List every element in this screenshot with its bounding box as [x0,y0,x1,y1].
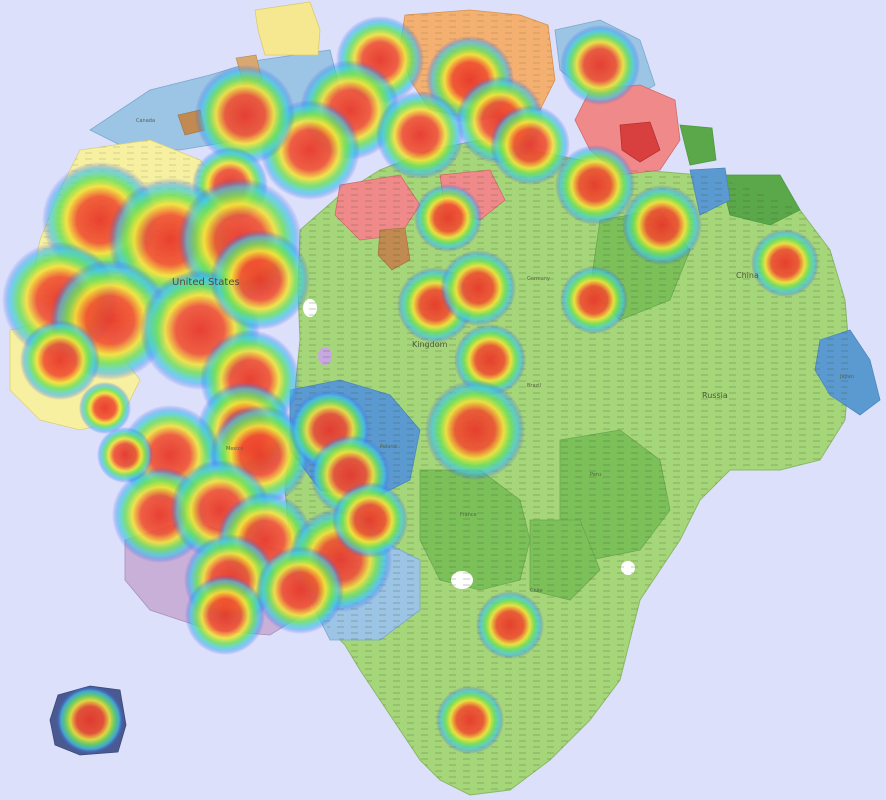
heat-blob-3 [751,229,819,297]
heat-blob-11 [490,105,570,185]
heat-blob-8 [560,25,640,105]
label-kingdom: Kingdom [412,340,448,349]
label-poland: Poland [380,444,397,450]
heat-blob-5 [414,184,482,252]
heat-blob-44 [79,382,131,434]
label-japan: Japan [839,374,854,380]
region-green-dark-6[interactable] [679,124,717,166]
heat-blob-28 [210,230,310,330]
heat-blob-6 [555,145,635,225]
label-usa: United States [172,277,240,288]
heat-blob-29 [20,320,100,400]
label-germany: Germany [527,276,550,282]
label-canada: Canada [136,118,155,124]
label-peru: Peru [590,472,601,478]
heat-blob-16 [195,65,295,165]
heat-blob-45 [97,427,153,483]
label-china: China [736,271,759,280]
heat-blob-21 [425,380,525,480]
heat-blob-43 [256,546,344,634]
region-yellow-top[interactable] [254,1,321,56]
label-mexico: Mexico [226,446,243,452]
heat-blob-14 [376,91,464,179]
heat-blob-1 [436,686,504,754]
labels-layer: United States Russia China Kingdom Brazi… [136,118,854,594]
heat-blob-20 [454,324,526,396]
heat-blob-4 [560,266,628,334]
heat-blob-42 [185,575,265,655]
label-chile: Chile [530,588,543,594]
heatmap-layer [2,16,819,754]
region-red-small[interactable] [619,121,661,163]
label-france: France [460,512,477,518]
heat-blob-7 [622,185,702,265]
label-brazil: Brazil [527,383,541,389]
heat-blob-19 [440,250,516,326]
heat-blob-0 [56,686,124,754]
heat-blob-40 [332,482,408,558]
heat-blob-2 [476,591,544,659]
label-russia: Russia [702,391,728,400]
